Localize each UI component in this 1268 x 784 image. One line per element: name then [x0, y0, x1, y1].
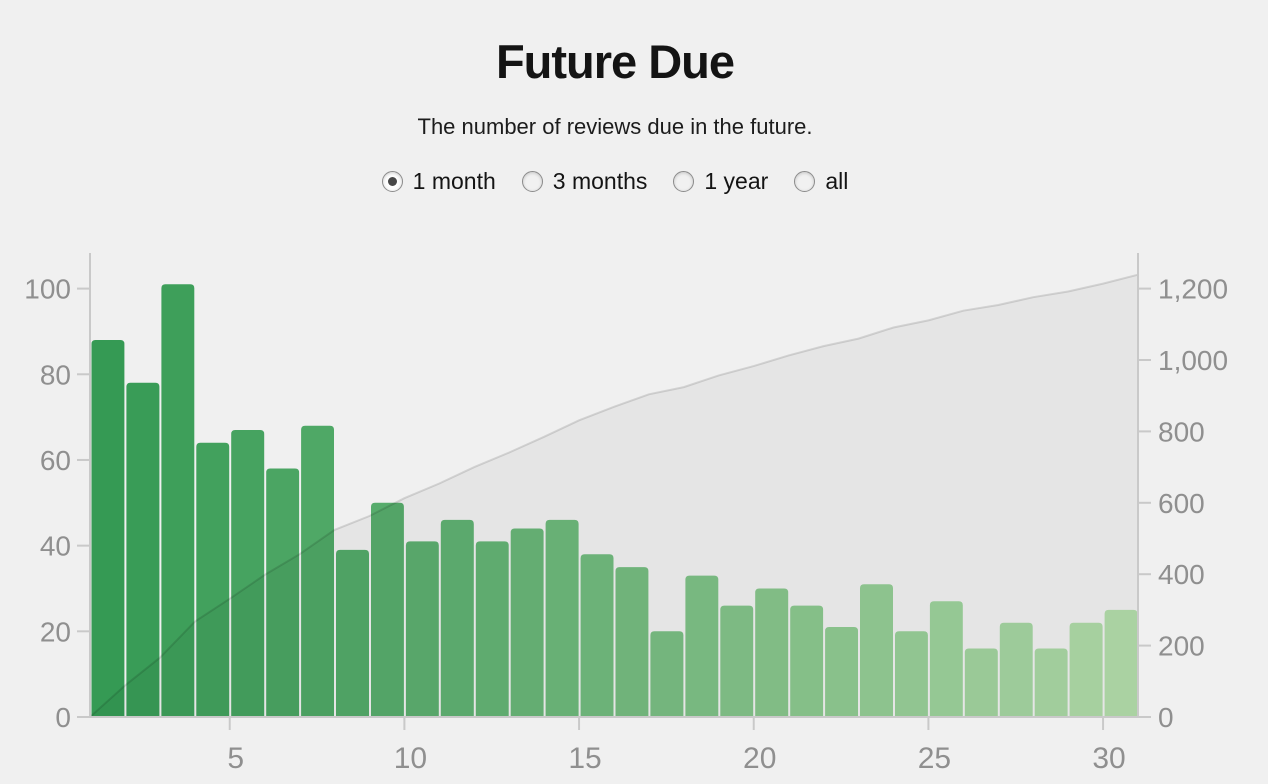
left-axis-tick-label: 20: [40, 616, 71, 647]
right-axis-tick-label: 400: [1158, 559, 1205, 590]
bar-day-29[interactable]: [1069, 622, 1103, 717]
bar-day-12[interactable]: [475, 541, 509, 717]
right-axis-tick-label: 1,000: [1158, 345, 1228, 376]
radio-icon[interactable]: [794, 171, 816, 192]
right-axis-tick-label: 0: [1158, 702, 1174, 733]
radio-icon[interactable]: [673, 171, 695, 192]
period-option-label: 3 months: [552, 168, 648, 194]
bar-day-11[interactable]: [440, 519, 474, 717]
left-axis-tick-label: 40: [40, 531, 71, 562]
bar-day-3[interactable]: [161, 284, 195, 717]
period-option-label: 1 month: [412, 168, 496, 194]
bar-day-7[interactable]: [301, 425, 334, 717]
bar-day-4[interactable]: [196, 442, 230, 717]
bar-day-1[interactable]: [91, 340, 125, 717]
x-axis-tick-label: 30: [1092, 742, 1125, 775]
right-axis-tick-label: 800: [1158, 416, 1205, 447]
cumulative-area: [90, 274, 1138, 717]
x-axis-tick-label: 25: [918, 742, 951, 775]
bar-day-24[interactable]: [895, 631, 928, 717]
radio-icon[interactable]: [521, 171, 543, 192]
bar-day-2[interactable]: [126, 382, 160, 717]
right-axis-tick-label: 600: [1158, 488, 1205, 519]
page-title: Future Due: [495, 35, 735, 88]
x-axis-tick-label: 20: [743, 742, 776, 775]
x-axis-tick-label: 10: [394, 742, 427, 775]
left-axis-tick-label: 0: [55, 702, 71, 733]
bar-day-5[interactable]: [231, 430, 265, 717]
period-option-label: 1 year: [704, 168, 769, 194]
bar-day-14[interactable]: [545, 519, 579, 717]
left-axis-tick-label: 80: [40, 359, 71, 390]
bar-day-23[interactable]: [860, 584, 893, 717]
period-radio-group: 1 month 3 months 1 year all: [0, 168, 1230, 195]
period-option-3-months[interactable]: 3 months: [521, 168, 648, 195]
bar-day-16[interactable]: [615, 567, 649, 717]
right-axis-tick-label: 1,200: [1158, 274, 1228, 305]
bar-day-26[interactable]: [964, 648, 998, 718]
period-option-label: all: [825, 168, 849, 194]
bar-day-22[interactable]: [825, 627, 858, 717]
bar-day-21[interactable]: [790, 605, 824, 717]
left-axis-tick-label: 100: [24, 274, 71, 305]
bar-day-18[interactable]: [685, 575, 719, 717]
period-option-1-year[interactable]: 1 year: [673, 168, 768, 195]
bar-day-10[interactable]: [405, 541, 439, 717]
bar-day-28[interactable]: [1034, 648, 1068, 718]
bar-day-27[interactable]: [999, 622, 1033, 717]
bar-day-8[interactable]: [336, 549, 369, 717]
right-axis-tick-label: 200: [1158, 631, 1205, 662]
bar-day-30[interactable]: [1104, 609, 1138, 717]
page-subtitle: The number of reviews due in the future.: [417, 114, 813, 139]
left-axis-tick-label: 60: [40, 445, 71, 476]
bar-day-6[interactable]: [266, 468, 300, 718]
radio-icon[interactable]: [381, 171, 403, 192]
period-option-all[interactable]: all: [794, 168, 848, 195]
period-option-1-month[interactable]: 1 month: [381, 168, 496, 195]
x-axis-tick-label: 15: [568, 742, 601, 775]
bar-day-9[interactable]: [371, 502, 404, 717]
bar-day-25[interactable]: [929, 601, 963, 717]
bar-day-13[interactable]: [510, 528, 544, 718]
bar-day-20[interactable]: [755, 588, 789, 718]
bar-day-17[interactable]: [650, 631, 684, 717]
bar-day-15[interactable]: [580, 554, 614, 717]
bar-day-19[interactable]: [720, 605, 754, 717]
cumulative-line: [89, 273, 1139, 718]
x-axis-tick-label: 5: [227, 742, 244, 775]
